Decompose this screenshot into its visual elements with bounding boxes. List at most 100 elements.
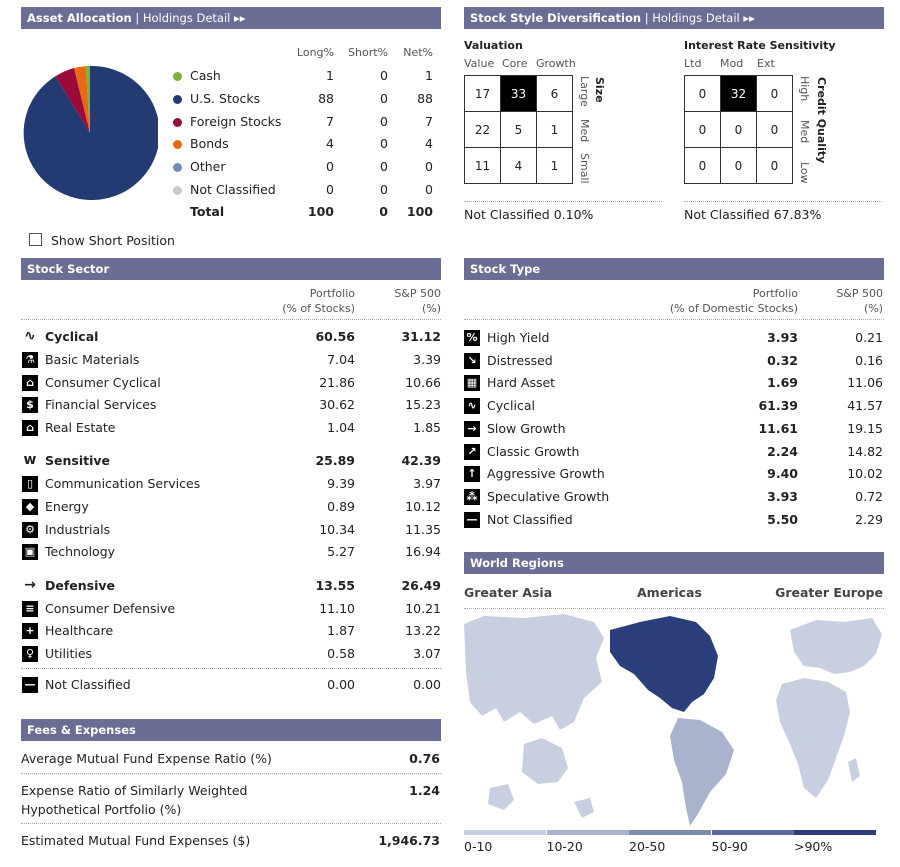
stock-style-title: Stock Style Diversification [470, 11, 642, 25]
credit-high: High [798, 76, 811, 102]
technology-icon: ▣ [22, 544, 38, 561]
fee-weighted-label-1: Expense Ratio of Similarly Weighted [21, 783, 248, 798]
fees-header: Fees & Expenses [21, 719, 441, 741]
legend-swatch [794, 830, 876, 835]
type-sp500: 0.21 [855, 330, 883, 345]
holdings-detail-link[interactable]: | Holdings Detail ▸▸ [135, 11, 246, 25]
type-portfolio: 9.40 [767, 466, 798, 482]
region-greater-europe: Greater Europe [775, 585, 883, 600]
sector-not-classified-sp500: 0.00 [413, 677, 441, 692]
not-classified-sector-icon: — [22, 677, 38, 693]
fees-title: Fees & Expenses [27, 723, 136, 737]
show-short-checkbox[interactable] [29, 233, 42, 246]
type-col-portfolio-l1: Portfolio [752, 287, 798, 300]
allocation-label: Not Classified [190, 182, 276, 197]
style-box-cell: 1 [536, 111, 573, 148]
legend-dot [173, 72, 182, 81]
sector-not-classified-portfolio: 0.00 [327, 677, 355, 692]
type-col-sp500-l2: (%) [863, 302, 883, 315]
pie-slice-cash [85, 66, 90, 133]
sector-col-sp500-l1: S&P 500 [394, 287, 441, 300]
legend-dot [173, 140, 182, 150]
region-americas: Americas [637, 585, 702, 600]
style-holdings-detail-link[interactable]: | Holdings Detail ▸▸ [644, 11, 755, 25]
valuation-not-classified: Not Classified 0.10% [464, 207, 594, 222]
slow-growth-icon: → [464, 420, 480, 437]
type-label: Distressed [487, 352, 553, 368]
credit-low: Low [798, 162, 811, 184]
asset-allocation-pie [23, 66, 158, 200]
type-sp500: 0.16 [855, 352, 883, 368]
allocation-net: 0 [425, 159, 433, 175]
stock-sector-header: Stock Sector [21, 258, 441, 280]
total-label: Total [190, 204, 225, 219]
credit-axis-title: Credit Quality [815, 77, 828, 164]
type-portfolio: 3.93 [767, 330, 798, 345]
sector-item-sp500: 15.23 [405, 397, 441, 413]
allocation-short: 0 [380, 182, 388, 197]
allocation-net: 0 [425, 182, 433, 197]
fee-estimated-label: Estimated Mutual Fund Expenses ($) [21, 833, 251, 848]
sector-item-label: Basic Materials [45, 352, 140, 367]
valuation-col-growth: Growth [536, 57, 576, 70]
allocation-label: Foreign Stocks [190, 113, 282, 129]
legend-swatch [629, 830, 711, 835]
style-box-cell: 1 [536, 147, 573, 184]
type-portfolio: 5.50 [767, 511, 798, 527]
world-map [464, 614, 882, 826]
fee-divider-2 [21, 823, 441, 824]
sector-item-portfolio: 30.62 [319, 397, 355, 413]
fee-weighted-value: 1.24 [409, 783, 440, 798]
type-label: Cyclical [487, 398, 535, 414]
legend-swatch [546, 830, 629, 835]
type-label: High Yield [487, 330, 550, 345]
interest-not-classified: Not Classified 67.83% [684, 207, 822, 222]
sector-item-sp500: 3.97 [413, 476, 441, 492]
sector-item-label: Energy [45, 499, 89, 514]
allocation-net: 1 [425, 68, 433, 83]
allocation-long: 4 [326, 136, 334, 152]
cyclical-type-icon: ∿ [464, 398, 480, 415]
interest-title: Interest Rate Sensitivity [684, 39, 836, 52]
legend-dot [173, 94, 182, 104]
sector-item-portfolio: 10.34 [319, 521, 355, 537]
legend-label: 50-90 [711, 839, 748, 854]
size-large: Large [578, 76, 591, 107]
interest-col-mod: Mod [720, 57, 744, 70]
speculative-growth-icon: ⁂ [464, 488, 480, 505]
stock-sector-title: Stock Sector [27, 262, 110, 276]
sector-item-sp500: 10.66 [405, 374, 441, 390]
consumer-defensive-icon: ≡ [22, 600, 38, 617]
asset-allocation-title: Asset Allocation [27, 11, 132, 25]
style-box-cell: 0 [756, 111, 793, 148]
sector-item-portfolio: 0.58 [327, 646, 355, 661]
stock-type-header: Stock Type [464, 258, 884, 280]
sector-item-label: Healthcare [45, 623, 114, 639]
style-box-cell: 4 [500, 147, 537, 184]
sector-col-portfolio-l1: Portfolio [309, 287, 355, 300]
sector-item-label: Utilities [45, 646, 93, 661]
sector-group-portfolio: 60.56 [315, 329, 355, 344]
allocation-long: 1 [326, 68, 334, 83]
interest-col-ltd: Ltd [684, 57, 702, 70]
style-box-cell: 0 [684, 75, 721, 112]
col-short: Short% [348, 46, 388, 59]
total-long: 100 [307, 204, 334, 219]
style-box-cell: 33 [500, 75, 537, 112]
type-portfolio: 3.93 [767, 488, 798, 504]
legend-swatch [464, 830, 546, 835]
industrials-icon: ⚙ [22, 521, 38, 538]
sector-item-label: Industrials [45, 521, 111, 537]
sector-col-sp500: S&P 500 (%) [370, 286, 441, 316]
type-label: Aggressive Growth [487, 466, 605, 482]
allocation-long: 7 [326, 113, 334, 129]
sector-item-sp500: 10.21 [405, 600, 441, 616]
type-portfolio: 2.24 [767, 443, 798, 459]
allocation-long: 0 [326, 159, 334, 175]
sector-header-divider [21, 319, 441, 320]
type-sp500: 14.82 [847, 443, 883, 459]
legend-dot [173, 117, 182, 127]
type-header-divider [464, 319, 884, 320]
fee-avg-value: 0.76 [409, 751, 440, 766]
type-sp500: 10.02 [847, 466, 883, 482]
